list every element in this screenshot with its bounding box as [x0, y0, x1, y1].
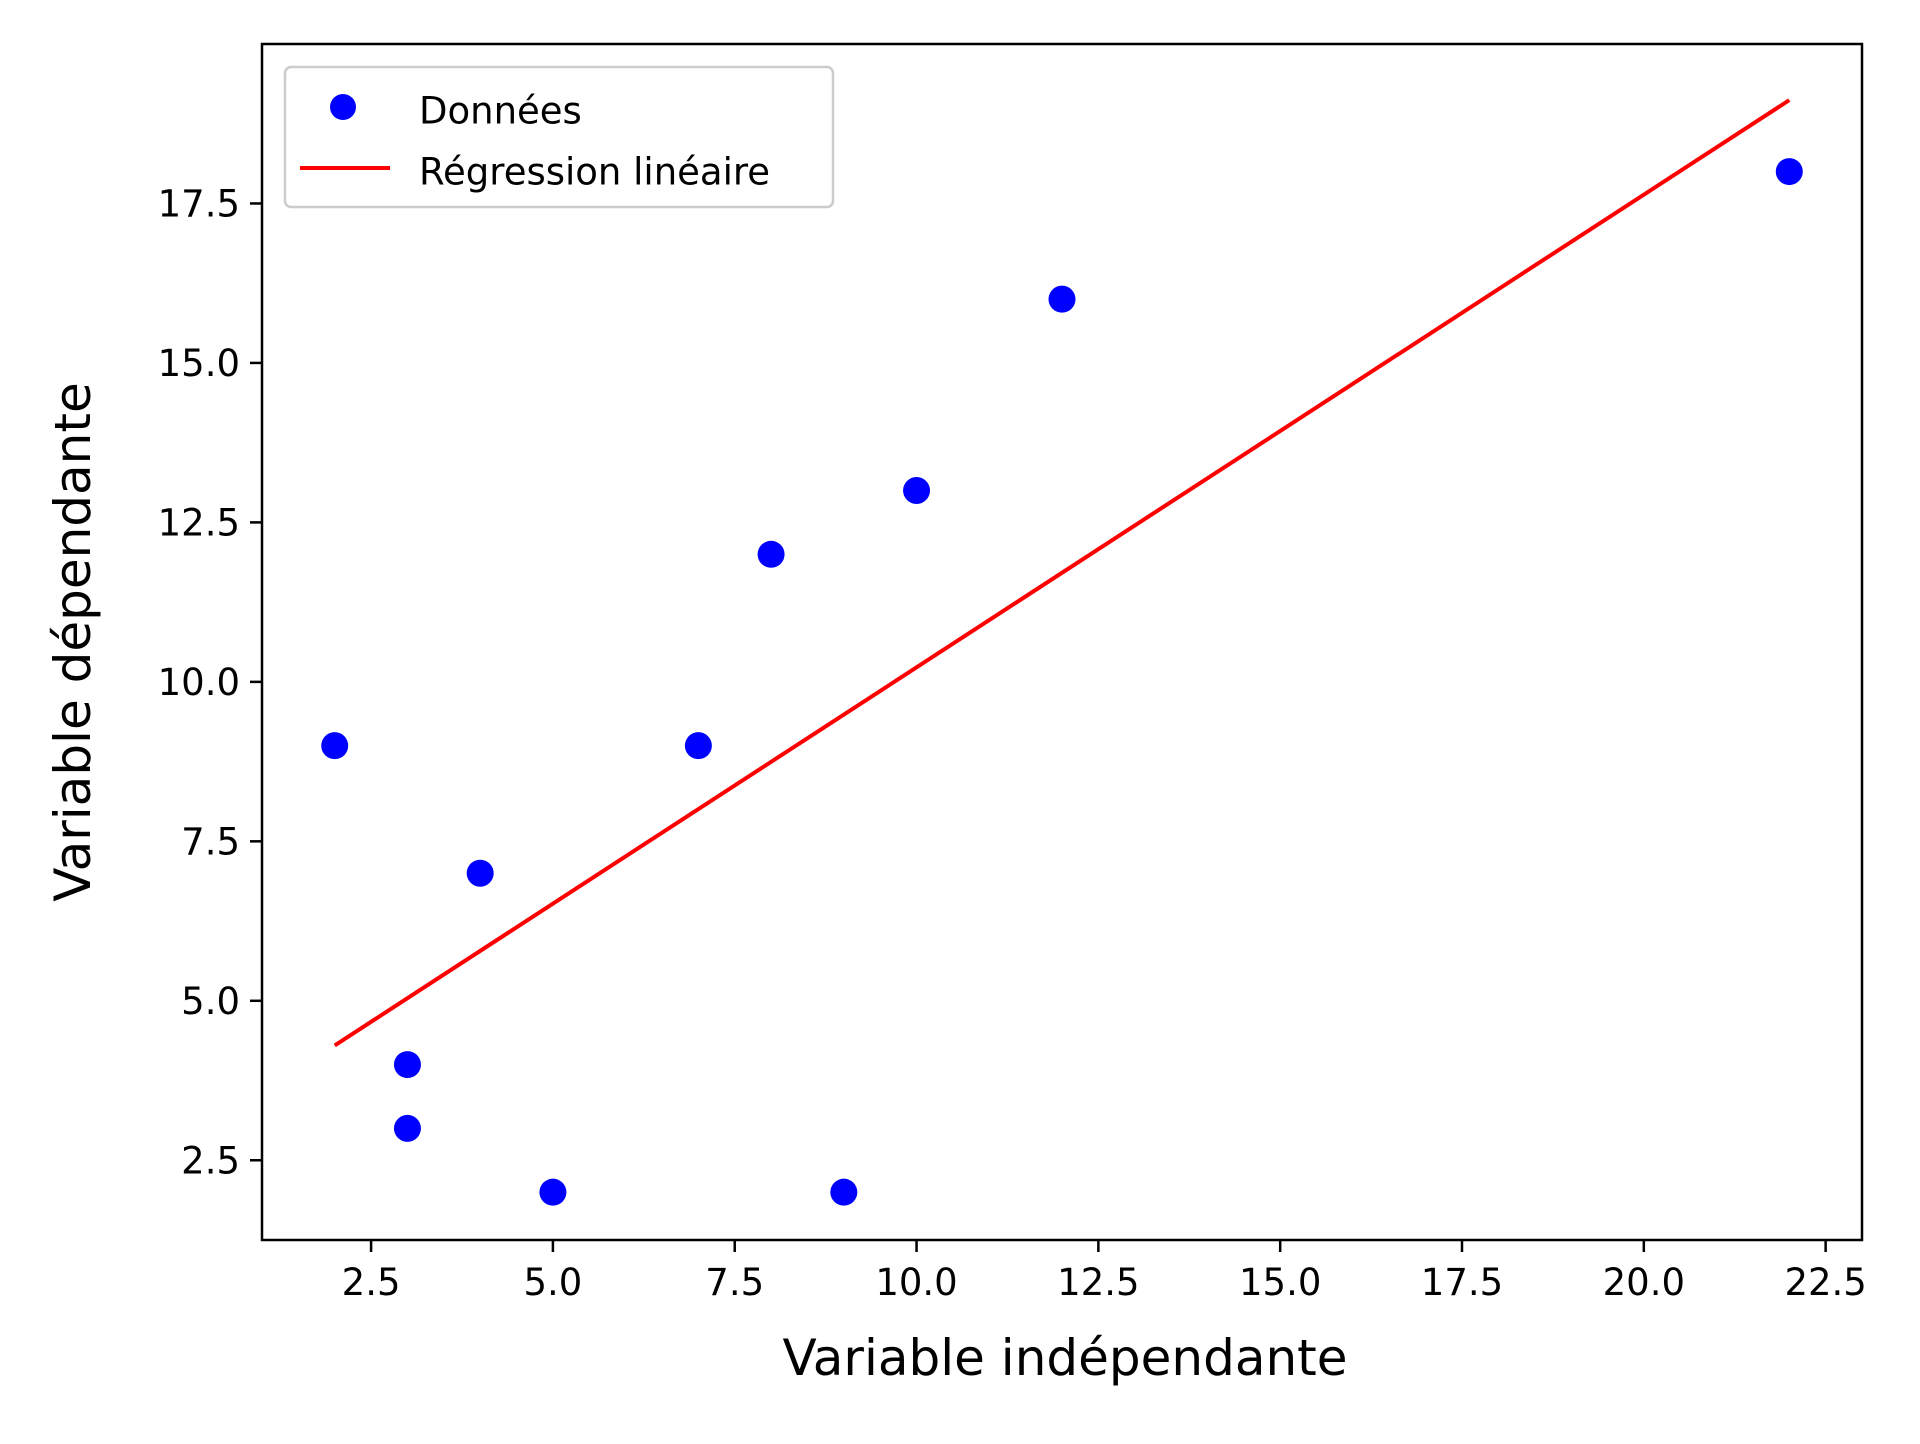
x-axis: 2.5 5.0 7.5 10.0 12.5 15.0 17.5 20.0 22.5: [342, 1240, 1867, 1304]
x-tick-label: 7.5: [705, 1261, 764, 1304]
data-point: [903, 477, 931, 505]
x-tick-label: 17.5: [1421, 1261, 1503, 1304]
y-tick-label: 10.0: [158, 661, 240, 704]
x-tick-label: 10.0: [875, 1261, 957, 1304]
data-point: [321, 732, 349, 760]
data-point: [393, 1114, 421, 1142]
data-point: [539, 1178, 567, 1206]
data-point: [393, 1051, 421, 1079]
x-tick-label: 15.0: [1239, 1261, 1321, 1304]
x-axis-label: Variable indépendante: [782, 1329, 1347, 1387]
data-point: [830, 1178, 858, 1206]
legend-box: [283, 65, 835, 209]
data-point: [466, 859, 494, 887]
x-tick-label: 22.5: [1784, 1261, 1866, 1304]
x-tick-label: 5.0: [523, 1261, 582, 1304]
data-point: [1775, 158, 1803, 186]
regression-line: [333, 98, 1791, 1048]
data-point: [757, 540, 785, 568]
data-point: [1048, 285, 1076, 313]
legend-label-regression: Régression linéaire: [419, 151, 770, 194]
x-tick-label: 2.5: [342, 1261, 401, 1304]
y-axis-label: Variable dépendante: [44, 382, 102, 901]
y-tick-label: 5.0: [181, 980, 240, 1023]
y-tick-label: 7.5: [181, 820, 240, 863]
y-axis: 2.5 5.0 7.5 10.0 12.5 15.0 17.5: [158, 182, 262, 1182]
data-point: [684, 732, 712, 760]
x-tick-label: 12.5: [1057, 1261, 1139, 1304]
y-tick-label: 17.5: [158, 182, 240, 225]
y-tick-label: 2.5: [181, 1139, 240, 1182]
legend-label-donnees: Données: [419, 90, 582, 133]
y-tick-label: 15.0: [158, 342, 240, 385]
plot-frame: [260, 42, 1864, 1242]
y-tick-label: 12.5: [158, 501, 240, 544]
x-tick-label: 20.0: [1603, 1261, 1685, 1304]
legend-marker-donnees: [330, 94, 356, 120]
plot-layer: [260, 42, 1864, 1242]
legend: Données Régression linéaire: [283, 65, 835, 209]
